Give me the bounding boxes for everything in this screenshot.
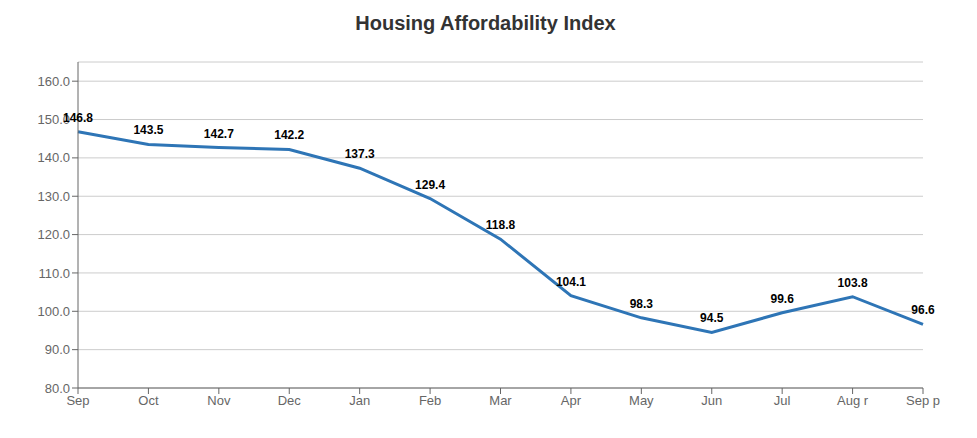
svg-text:99.6: 99.6: [770, 292, 794, 306]
svg-text:Aug r: Aug r: [837, 393, 869, 408]
svg-text:Apr: Apr: [561, 393, 582, 408]
svg-text:Nov: Nov: [207, 393, 231, 408]
svg-text:Jun: Jun: [701, 393, 722, 408]
svg-text:90.0: 90.0: [45, 342, 70, 357]
svg-text:100.0: 100.0: [37, 304, 70, 319]
svg-text:146.8: 146.8: [63, 111, 93, 125]
svg-text:150.0: 150.0: [37, 112, 70, 128]
svg-text:Mar: Mar: [489, 393, 512, 408]
svg-text:118.8: 118.8: [486, 218, 516, 232]
svg-text:143.5: 143.5: [133, 123, 163, 137]
svg-text:Jul: Jul: [774, 393, 791, 408]
svg-text:110.0: 110.0: [38, 266, 70, 281]
svg-text:130.0: 130.0: [37, 189, 70, 204]
svg-text:May: May: [629, 393, 654, 408]
svg-text:80.0: 80.0: [45, 381, 70, 396]
svg-text:129.4: 129.4: [415, 178, 445, 192]
svg-text:120.0: 120.0: [37, 227, 70, 242]
svg-text:Sep: Sep: [66, 393, 90, 409]
svg-text:Dec: Dec: [278, 393, 302, 408]
html-text:Housing Affordability Index: Housing Affordability Index: [355, 12, 616, 34]
svg-text:142.7: 142.7: [204, 127, 234, 141]
svg-text:Oct: Oct: [138, 393, 159, 408]
svg-text:Sep p: Sep p: [906, 393, 940, 408]
svg-text:96.6: 96.6: [911, 303, 935, 317]
svg-text:104.1: 104.1: [556, 275, 586, 289]
svg-text:140.0: 140.0: [37, 150, 70, 165]
svg-text:160.0: 160.0: [37, 74, 70, 89]
svg-text:137.3: 137.3: [345, 147, 375, 161]
svg-text:98.3: 98.3: [630, 297, 654, 311]
svg-text:Jan: Jan: [349, 393, 370, 408]
svg-text:Feb: Feb: [419, 393, 441, 408]
svg-text:103.8: 103.8: [838, 276, 868, 290]
svg-text:94.5: 94.5: [700, 311, 724, 325]
svg-text:142.2: 142.2: [274, 128, 304, 142]
